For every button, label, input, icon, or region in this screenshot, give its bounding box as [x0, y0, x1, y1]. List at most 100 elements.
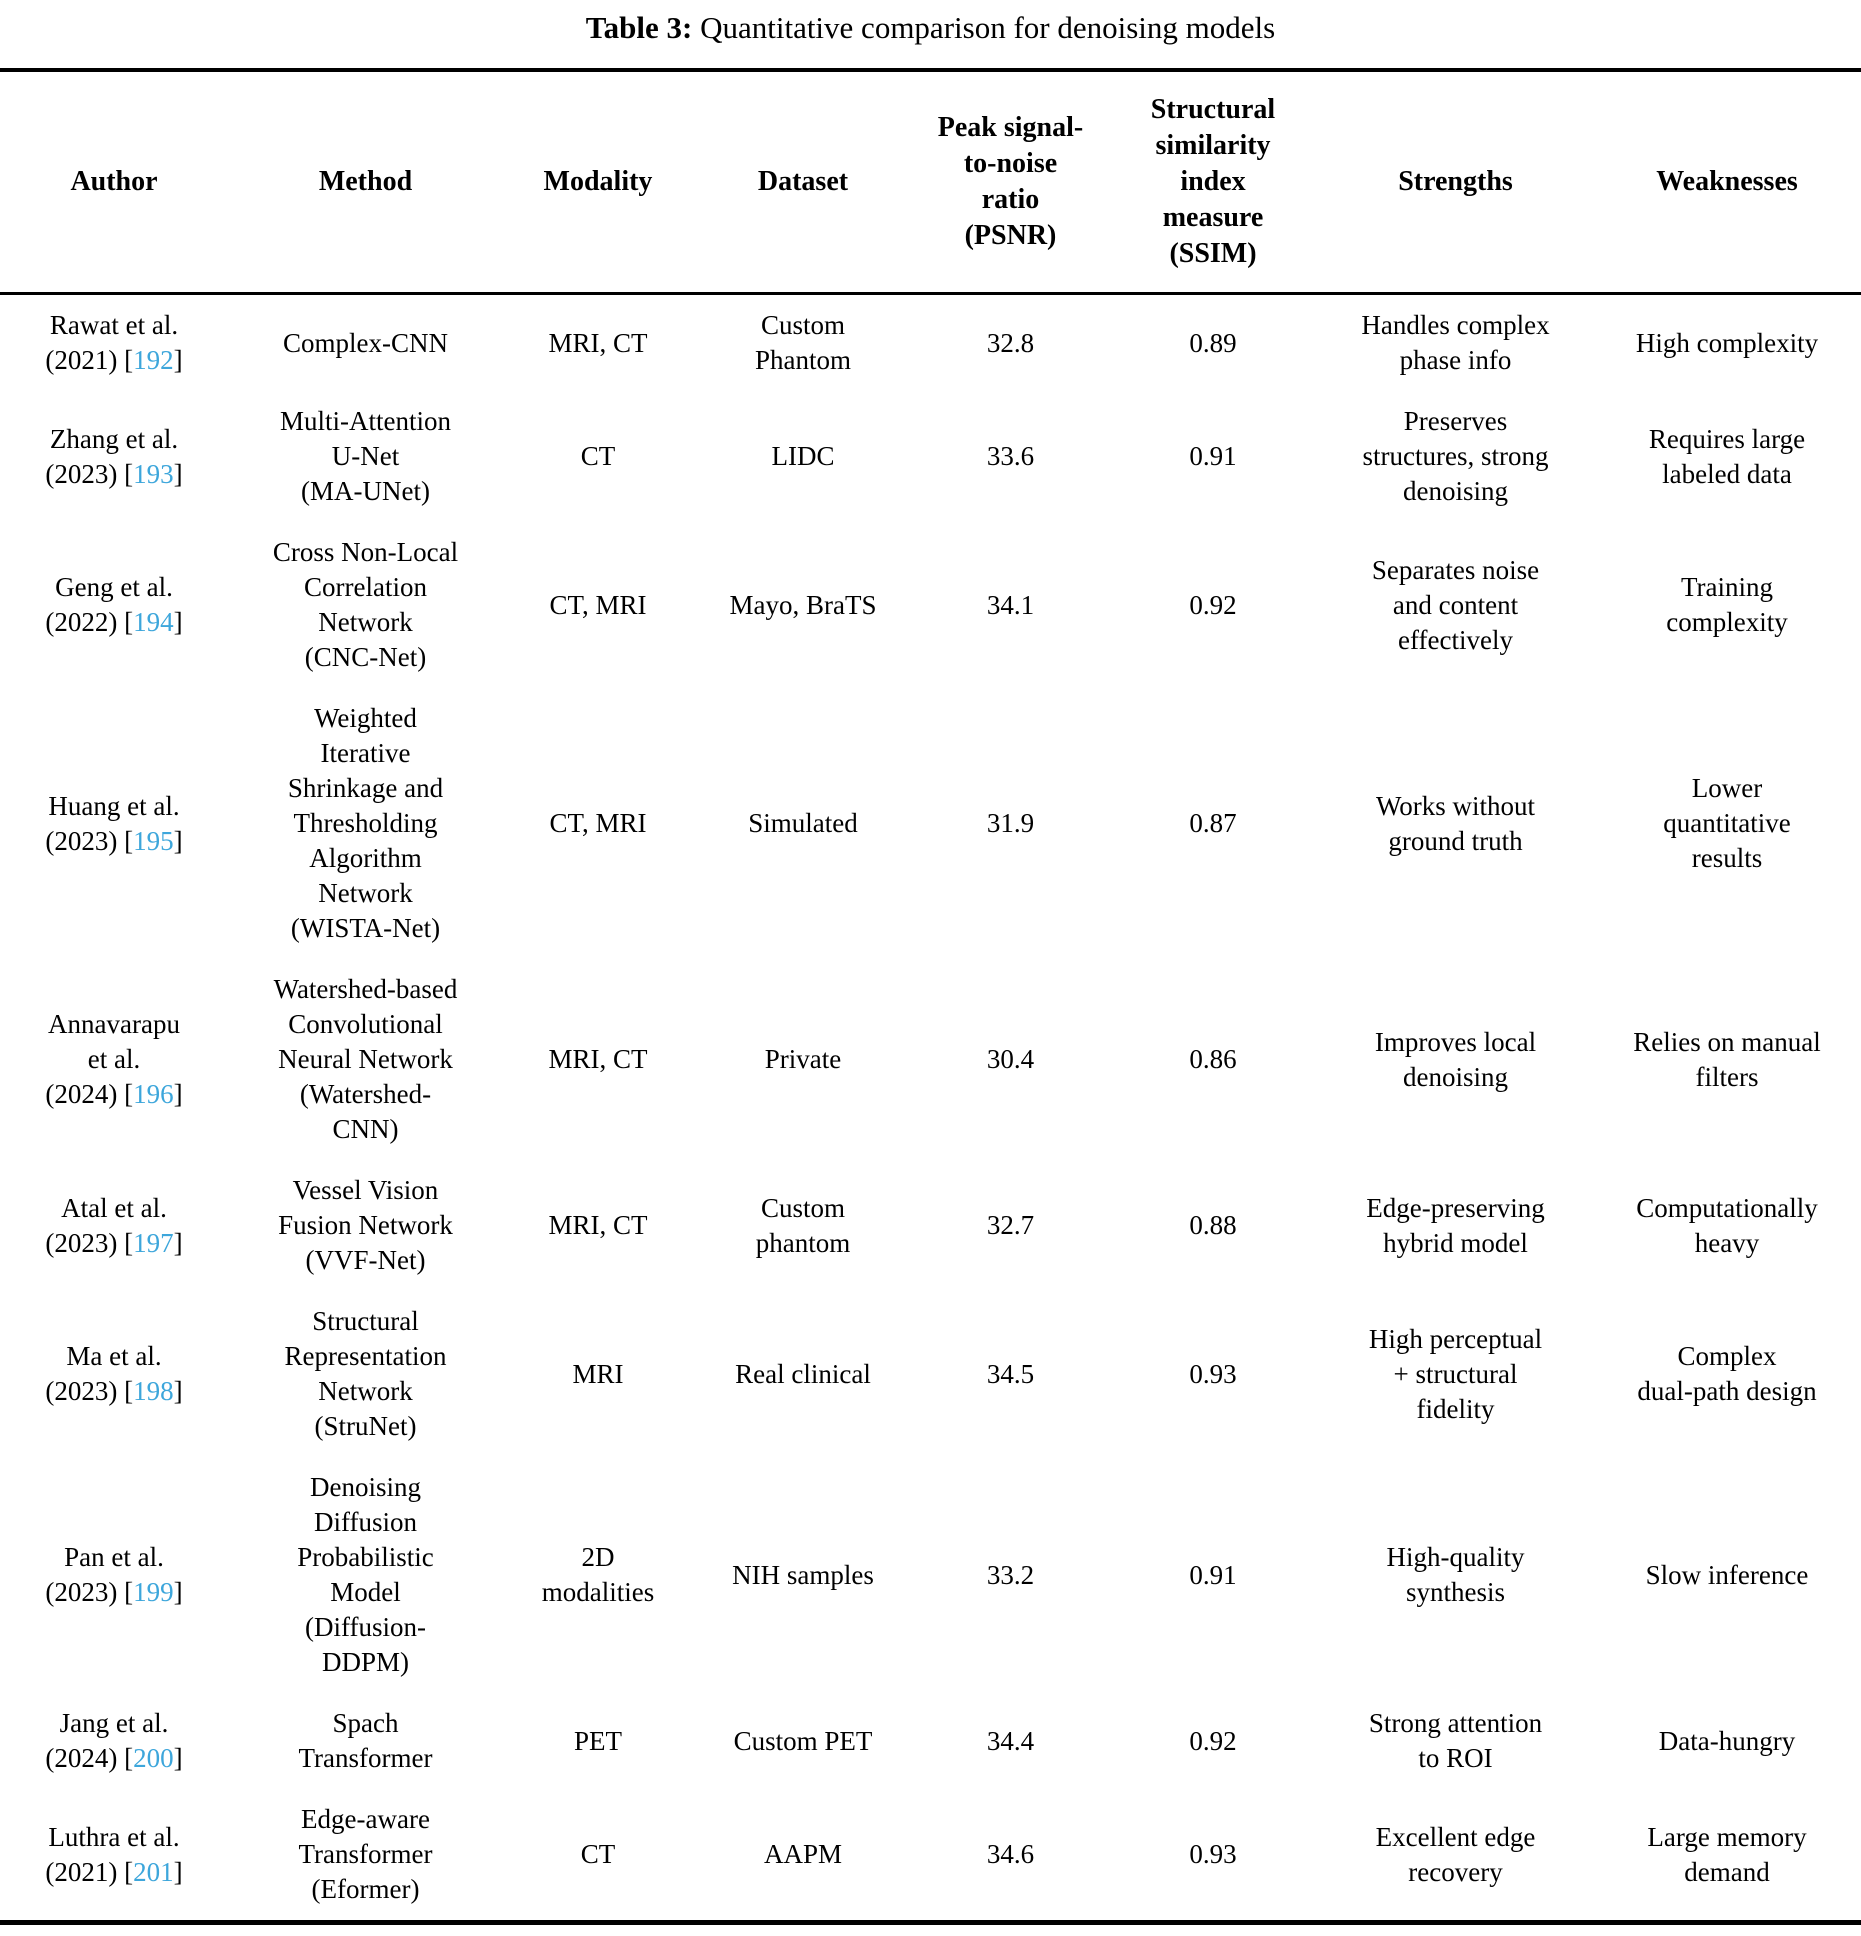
cell-weaknesses: Computationally heavy: [1636, 1192, 1818, 1258]
cell-ssim: 0.87: [1189, 808, 1237, 838]
cell-ssim: 0.89: [1189, 327, 1237, 358]
cell-weaknesses: High complexity: [1635, 327, 1819, 358]
table-body: Rawat et al. (2021) [192] Complex-CNN MRI,…: [0, 294, 1861, 1923]
column-header-dataset: Dataset: [757, 166, 849, 197]
cell-psnr: 33.6: [986, 441, 1035, 471]
cell-dataset: Real clinical: [735, 1358, 871, 1389]
cell-psnr: 33.2: [986, 1559, 1035, 1590]
cell-method: Weighted Iterative Shrinkage and Thresho…: [287, 703, 444, 943]
table-row: Atal et al. (2023) [197] Vessel Vision Fu…: [0, 1160, 1861, 1291]
table-header: Author Method Modality Dataset Peak signal- …: [0, 70, 1861, 294]
cell-ssim: 0.93: [1189, 1839, 1237, 1869]
cell-weaknesses: Lower quantitative results: [1663, 773, 1791, 873]
table-row: Zhang et al. (2023) [193] Multi-Attention…: [0, 391, 1861, 522]
column-header-modality: Modality: [543, 166, 653, 197]
cell-method: Multi-Attention U-Net (MA-UNet): [280, 406, 451, 506]
table-row: Rawat et al. (2021) [192] Complex-CNN MRI,…: [0, 294, 1861, 392]
cell-dataset: Custom PET: [733, 1725, 873, 1756]
cell-dataset: Custom phantom: [755, 1192, 851, 1258]
table-caption-text: Quantitative comparison for denoising mo…: [700, 10, 1276, 45]
cell-modality: 2D modalities: [541, 1542, 655, 1607]
citation-link[interactable]: 196: [133, 1079, 174, 1109]
cell-method: Edge-aware Transformer (Eformer): [298, 1804, 433, 1904]
cell-modality: MRI: [572, 1358, 624, 1389]
cell-modality: CT: [580, 1839, 616, 1869]
cell-author: Annavarapu et al. (2024) [196]: [45, 1009, 183, 1109]
cell-dataset: Simulated: [748, 808, 858, 838]
cell-weaknesses: Relies on manual filters: [1633, 1026, 1821, 1092]
cell-author: Huang et al. (2023) [195]: [45, 790, 183, 856]
cell-strengths: Edge-preserving hybrid model: [1366, 1192, 1545, 1258]
citation-link[interactable]: 193: [133, 458, 174, 489]
cell-strengths: Strong attention to ROI: [1368, 1708, 1543, 1773]
citation-link[interactable]: 198: [133, 1376, 174, 1406]
cell-ssim: 0.93: [1189, 1358, 1237, 1389]
cell-strengths: Excellent edge recovery: [1375, 1821, 1536, 1887]
citation-link[interactable]: 195: [133, 825, 174, 856]
cell-strengths: Works without ground truth: [1375, 790, 1536, 856]
column-header-psnr: Peak signal- to-noise ratio (PSNR): [937, 112, 1084, 251]
table-row: Jang et al. (2024) [200] Spach Transforme…: [0, 1693, 1861, 1789]
column-header-method: Method: [318, 166, 413, 197]
table-caption-label: Table 3:: [585, 10, 693, 45]
cell-modality: MRI, CT: [548, 327, 648, 358]
column-header-ssim: Structural similarity index measure (SSI…: [1150, 94, 1276, 269]
table-row: Geng et al. (2022) [194] Cross Non-Local …: [0, 522, 1861, 688]
cell-strengths: Preserves structures, strong denoising: [1362, 406, 1549, 506]
cell-author: Geng et al. (2022) [194]: [45, 572, 183, 637]
cell-method: Spach Transformer: [298, 1708, 433, 1773]
cell-method: Denoising Diffusion Probabilistic Model …: [297, 1472, 434, 1677]
citation-link[interactable]: 197: [133, 1227, 174, 1258]
table-row: Ma et al. (2023) [198] Structural Represe…: [0, 1291, 1861, 1457]
column-header-strengths: Strengths: [1398, 166, 1513, 197]
cell-author: Atal et al. (2023) [197]: [45, 1192, 183, 1258]
denoising-comparison-table: Author Method Modality Dataset Peak signal- …: [0, 68, 1861, 1925]
cell-modality: CT, MRI: [549, 589, 647, 620]
cell-strengths: High perceptual + structural fidelity: [1368, 1323, 1543, 1424]
cell-weaknesses: Training complexity: [1666, 572, 1788, 637]
table-row: Annavarapu et al. (2024) [196] Watershed-…: [0, 959, 1861, 1160]
cell-weaknesses: Data-hungry: [1658, 1725, 1796, 1756]
cell-author: Jang et al. (2024) [200]: [45, 1708, 183, 1773]
citation-link[interactable]: 200: [133, 1743, 174, 1773]
table-row: Luthra et al. (2021) [201] Edge-aware Tra…: [0, 1789, 1861, 1923]
cell-dataset: Private: [764, 1044, 842, 1074]
cell-author: Rawat et al. (2021) [192]: [45, 310, 183, 375]
cell-dataset: AAPM: [763, 1839, 843, 1869]
cell-modality: MRI, CT: [548, 1044, 648, 1074]
cell-dataset: Mayo, BraTS: [729, 589, 877, 620]
cell-dataset: Custom Phantom: [754, 310, 851, 375]
cell-modality: PET: [573, 1725, 622, 1756]
table-row: Pan et al. (2023) [199] Denoising Diffusi…: [0, 1457, 1861, 1693]
cell-strengths: Improves local denoising: [1374, 1026, 1537, 1092]
cell-ssim: 0.91: [1189, 441, 1237, 471]
cell-ssim: 0.91: [1189, 1559, 1237, 1590]
cell-method: Cross Non-Local Correlation Network (CNC…: [272, 537, 459, 672]
cell-psnr: 32.8: [986, 327, 1035, 358]
cell-method: Structural Representation Network (StruN…: [284, 1306, 447, 1441]
column-header-author: Author: [70, 166, 158, 197]
cell-method: Complex-CNN: [283, 327, 448, 358]
cell-weaknesses: Requires large labeled data: [1648, 423, 1806, 489]
cell-weaknesses: Slow inference: [1645, 1559, 1809, 1590]
cell-psnr: 31.9: [986, 808, 1035, 838]
cell-dataset: NIH samples: [732, 1559, 874, 1590]
cell-psnr: 34.5: [986, 1358, 1035, 1389]
column-header-weaknesses: Weaknesses: [1656, 166, 1798, 197]
cell-ssim: 0.88: [1189, 1210, 1237, 1240]
citation-link[interactable]: 199: [133, 1577, 174, 1607]
citation-link[interactable]: 194: [133, 607, 174, 637]
citation-link[interactable]: 201: [133, 1856, 174, 1887]
cell-psnr: 34.6: [986, 1839, 1035, 1869]
header-row: Author Method Modality Dataset Peak signal- …: [0, 70, 1861, 294]
cell-method: Watershed-based Convolutional Neural Net…: [273, 974, 458, 1144]
cell-author: Ma et al. (2023) [198]: [45, 1341, 183, 1406]
citation-link[interactable]: 192: [133, 345, 174, 375]
cell-psnr: 34.1: [986, 589, 1035, 620]
cell-ssim: 0.86: [1189, 1044, 1237, 1074]
cell-modality: CT: [580, 441, 616, 471]
cell-modality: MRI, CT: [548, 1210, 648, 1240]
table-caption: Table 3: Quantitative comparison for den…: [0, 0, 1861, 48]
cell-author: Zhang et al. (2023) [193]: [45, 423, 183, 489]
